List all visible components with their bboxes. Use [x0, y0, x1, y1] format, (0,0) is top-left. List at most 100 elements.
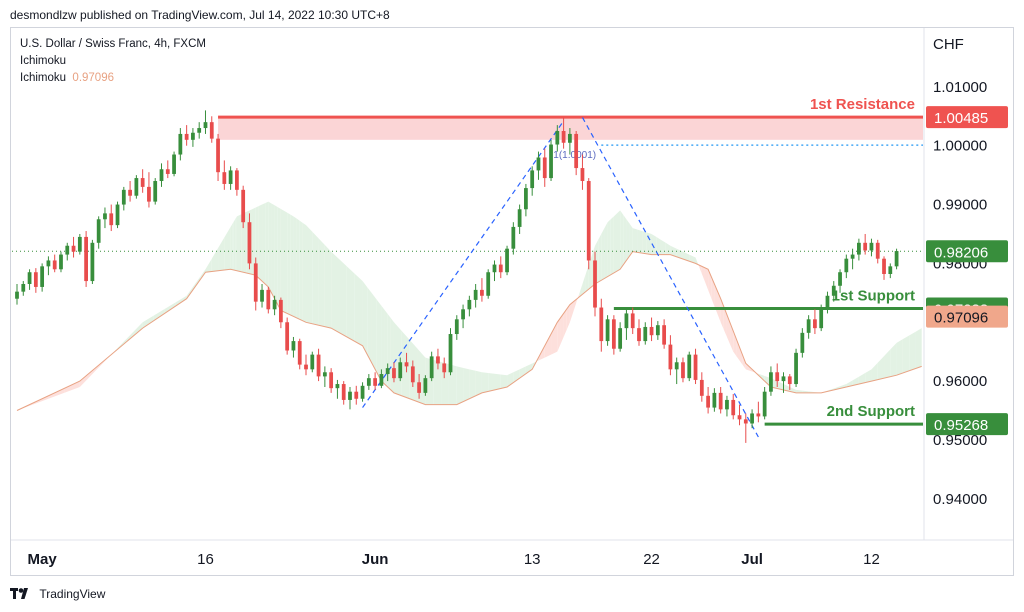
cloud-segment — [376, 299, 382, 382]
cloud-segment — [783, 384, 790, 392]
candle-body — [178, 133, 183, 155]
cloud-segment — [433, 359, 442, 405]
candle-body — [624, 313, 629, 329]
cloud-segment — [915, 328, 922, 369]
candle-body — [806, 319, 811, 333]
cloud-segment — [463, 367, 470, 402]
cloud-segment — [481, 372, 489, 393]
price-marker-label: 1.00485 — [934, 110, 988, 127]
cloud-segment — [617, 210, 621, 272]
cloud-segment — [620, 210, 624, 270]
cloud-segment — [258, 204, 263, 282]
candle-body — [404, 362, 409, 367]
candle-body — [329, 372, 334, 389]
candle-body — [567, 133, 572, 143]
cloud-segment — [711, 276, 715, 307]
candle-body — [712, 392, 717, 408]
candle-body — [605, 319, 610, 342]
candle-body — [297, 341, 302, 365]
candle-body — [530, 170, 535, 189]
cloud-segment — [579, 284, 583, 297]
cloud-segment — [708, 269, 712, 298]
cloud-segment — [576, 293, 580, 304]
price-marker-ichimoku: 0.97096 — [926, 305, 1008, 328]
cloud-segment — [682, 251, 690, 262]
x-tick-label: 13 — [524, 551, 541, 568]
fib-dashed-line-1 — [581, 117, 759, 438]
candle-body — [272, 299, 277, 310]
cloud-segment — [890, 342, 897, 377]
price-axis[interactable]: 1.010001.000000.990000.980000.960000.950… — [933, 79, 987, 508]
candle-body — [322, 372, 327, 377]
cloud-segment — [296, 218, 300, 320]
cloud-segment — [346, 266, 355, 342]
cloud-segment — [287, 212, 291, 315]
cloud-segment — [111, 338, 127, 355]
level-label-2: 2nd Support — [827, 403, 915, 420]
cloud-segment — [629, 223, 633, 257]
candle-body — [649, 326, 654, 336]
candle-body — [448, 334, 453, 373]
cloud-segment — [877, 356, 885, 380]
cloud-segment — [689, 254, 696, 264]
candle-body — [769, 372, 773, 392]
cloud-segment — [441, 361, 449, 405]
candle-body — [84, 236, 88, 282]
cloud-segment — [384, 309, 388, 387]
candle-body — [725, 399, 729, 410]
cloud-segment — [698, 264, 702, 274]
cloud-segment — [884, 349, 891, 379]
symbol-label: U.S. Dollar / Swiss Franc, 4h, FXCM — [20, 38, 206, 50]
candle-body — [863, 242, 868, 251]
candle-body — [524, 188, 528, 210]
cloud-segment — [704, 267, 709, 290]
x-tick-label: 16 — [197, 551, 214, 568]
candle-body — [718, 392, 723, 410]
cloud-segment — [852, 376, 859, 386]
cloud-segment — [79, 367, 96, 387]
candle-body — [580, 168, 585, 182]
cloud-segment — [585, 264, 589, 292]
fib-projection — [362, 117, 759, 438]
cloud-segment — [582, 274, 586, 295]
chart-frame[interactable] — [10, 27, 1014, 576]
candle-body — [542, 157, 547, 179]
candle-body — [27, 272, 32, 284]
candle-body — [52, 260, 57, 270]
candle-body — [655, 325, 660, 336]
cloud-segment — [840, 384, 847, 389]
cloud-segment — [354, 273, 363, 346]
candle-body — [354, 391, 359, 399]
candle-body — [699, 379, 704, 396]
candle-body — [442, 363, 447, 373]
cloud-segment — [720, 298, 724, 330]
candle-body — [96, 219, 101, 243]
tradingview-logo-icon — [10, 587, 28, 599]
cloud-segment — [362, 281, 368, 355]
time-axis[interactable]: May 16 Jun 13 22 Jul 12 — [28, 551, 880, 568]
cloud-segment — [175, 295, 187, 307]
candle-body — [348, 391, 352, 400]
candle-body — [191, 132, 195, 140]
tradingview-footer[interactable]: TradingView — [10, 586, 105, 606]
candle-body — [505, 248, 509, 273]
candle-body — [316, 354, 321, 377]
candle-body — [662, 325, 667, 345]
y-tick-label: 1.00000 — [933, 138, 987, 155]
price-marker-bg — [926, 305, 1008, 328]
cloud-segment — [235, 216, 237, 271]
cloud-segment — [525, 363, 533, 374]
resistance-zone — [218, 117, 923, 140]
publisher-bar: desmondlzw published on TradingView.com,… — [0, 0, 1024, 28]
cloud-segment — [802, 390, 809, 393]
cloud-segment — [610, 216, 614, 275]
candle-body — [549, 144, 553, 179]
cloud-segment — [902, 335, 910, 374]
cloud-segment — [717, 291, 721, 323]
cloud-segment — [833, 386, 841, 390]
candle-body — [235, 170, 239, 190]
candle-body — [109, 213, 114, 226]
